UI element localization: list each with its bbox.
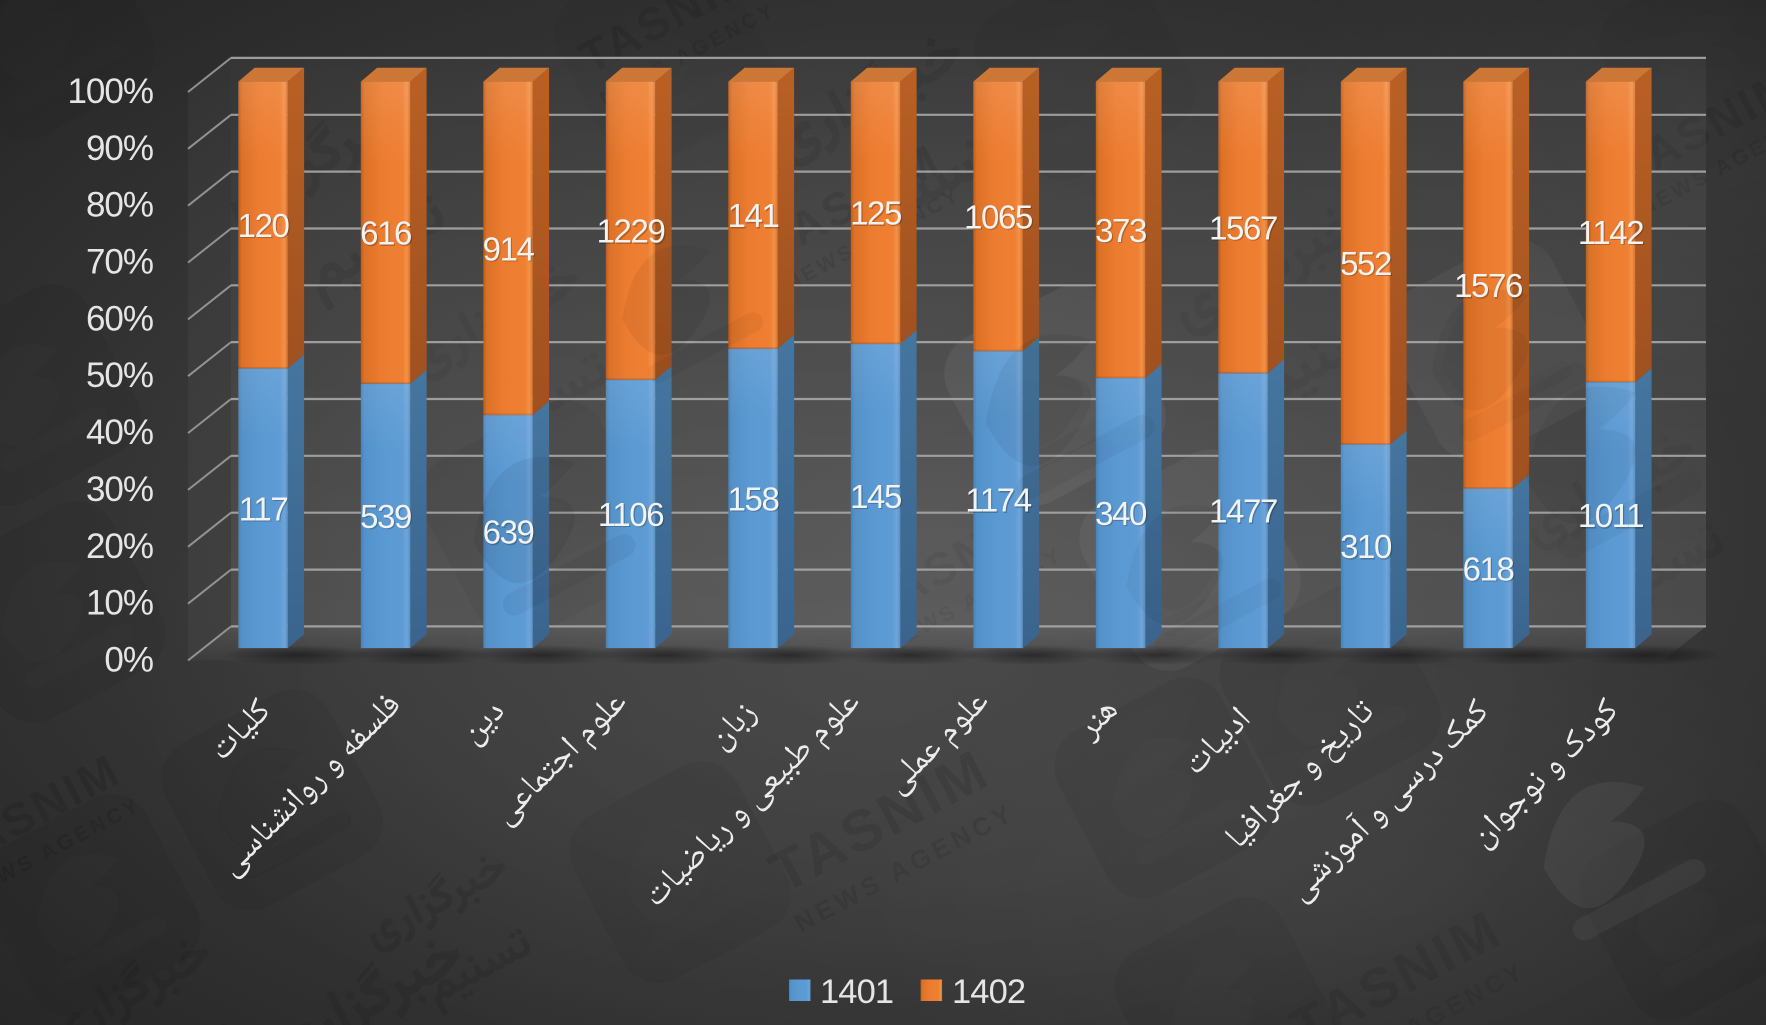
svg-text:1402: 1402 [952,973,1025,1011]
svg-text:616: 616 [360,215,411,252]
svg-text:117: 117 [240,492,288,529]
svg-text:373: 373 [1096,213,1147,250]
svg-text:1065: 1065 [964,198,1032,235]
svg-text:616: 616 [361,216,412,253]
svg-text:539: 539 [360,498,411,535]
svg-text:639: 639 [484,515,535,552]
svg-text:618: 618 [1463,550,1514,587]
svg-text:120: 120 [239,208,291,245]
svg-text:125: 125 [850,195,901,232]
svg-text:80%: 80% [86,186,153,225]
svg-text:914: 914 [484,232,536,269]
svg-text:145: 145 [850,478,901,515]
svg-text:141: 141 [729,198,780,235]
svg-text:914: 914 [483,230,535,267]
svg-text:1229: 1229 [598,214,666,251]
svg-text:1065: 1065 [965,200,1033,237]
svg-text:1401: 1401 [820,973,893,1011]
svg-text:60%: 60% [86,299,153,338]
svg-text:30%: 30% [86,470,153,509]
svg-text:618: 618 [1464,552,1515,589]
svg-text:70%: 70% [86,243,153,282]
svg-text:1477: 1477 [1209,493,1277,530]
svg-text:1567: 1567 [1210,211,1278,248]
svg-text:1229: 1229 [597,213,665,250]
svg-text:90%: 90% [86,129,153,168]
svg-text:1106: 1106 [599,497,664,534]
svg-text:158: 158 [729,482,780,519]
svg-text:1106: 1106 [598,496,663,533]
svg-text:40%: 40% [86,413,153,452]
svg-text:639: 639 [483,514,534,551]
svg-text:100%: 100% [67,72,153,111]
svg-text:158: 158 [728,480,779,517]
svg-text:125: 125 [851,196,902,233]
svg-text:373: 373 [1095,212,1146,249]
svg-text:1576: 1576 [1455,268,1523,305]
svg-text:1567: 1567 [1209,209,1277,246]
svg-text:1174: 1174 [965,482,1031,519]
svg-text:0%: 0% [104,641,153,680]
svg-text:1174: 1174 [967,483,1033,520]
svg-text:539: 539 [361,499,412,536]
svg-text:117: 117 [239,490,287,527]
svg-text:1011: 1011 [1578,497,1643,534]
svg-text:1477: 1477 [1210,494,1278,531]
svg-text:340: 340 [1095,495,1147,532]
svg-text:1142: 1142 [1579,215,1644,252]
svg-text:20%: 20% [86,527,153,566]
svg-text:141: 141 [728,197,779,234]
svg-text:310: 310 [1341,529,1393,566]
svg-text:340: 340 [1096,496,1148,533]
svg-text:145: 145 [851,479,902,516]
svg-text:552: 552 [1340,245,1391,282]
svg-text:1011: 1011 [1579,498,1644,535]
svg-text:50%: 50% [86,356,153,395]
svg-text:1576: 1576 [1454,267,1522,304]
svg-text:10%: 10% [86,584,153,623]
svg-text:1142: 1142 [1578,214,1643,251]
svg-text:552: 552 [1341,246,1392,283]
svg-text:310: 310 [1340,528,1392,565]
svg-text:120: 120 [238,207,290,244]
